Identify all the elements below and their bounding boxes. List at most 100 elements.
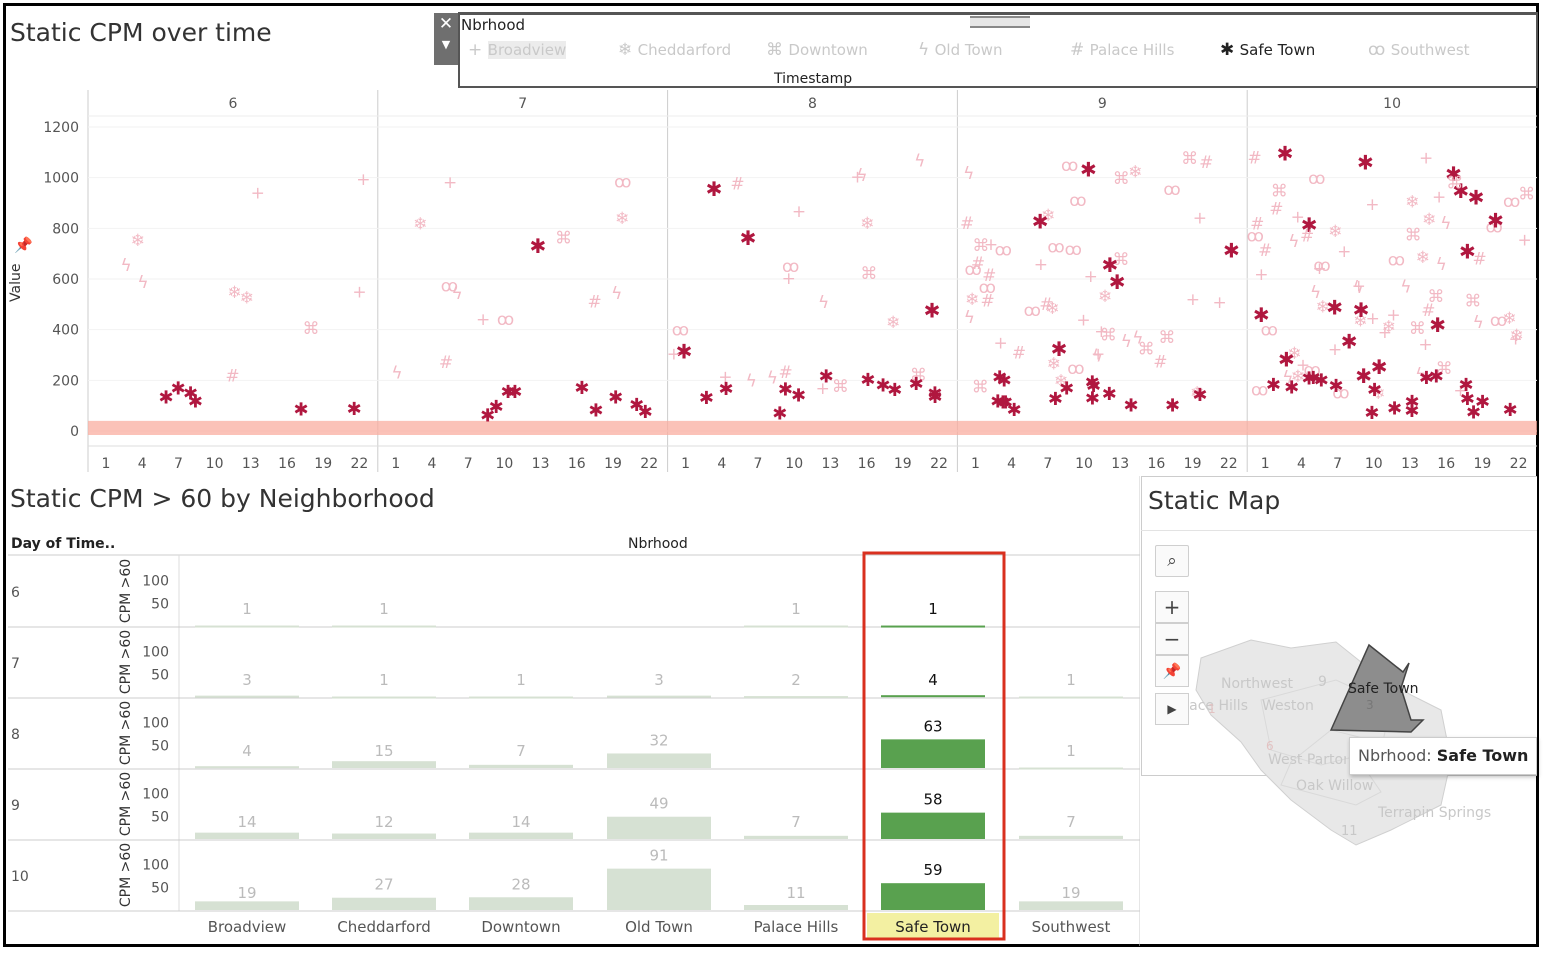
bar-value-label: 3 [242, 671, 252, 689]
x-tick-label: 7 [754, 456, 763, 472]
scatter-point: ꝏ [497, 310, 514, 330]
day-row-label: 10 [11, 869, 29, 885]
scatter-point: ❄ [615, 209, 629, 229]
day-column-label: 6 [228, 96, 237, 112]
bar-mark [332, 625, 436, 628]
scatter-point: ⌘ [1446, 174, 1463, 194]
scatter-point: ✱ [529, 234, 546, 258]
legend-item-palace-hills[interactable]: # Palace Hills [1070, 40, 1174, 60]
scatter-point: ✱ [1048, 389, 1063, 410]
dropdown-icon[interactable]: ▼ [441, 38, 451, 51]
scatter-point: + [443, 173, 457, 193]
scatter-point: + [1418, 335, 1432, 355]
map-label-weston: Weston [1262, 698, 1314, 714]
scatter-point: ⌘ [1271, 182, 1288, 202]
map-canvas[interactable] [1141, 530, 1537, 850]
scatter-point: ✱ [1165, 396, 1180, 417]
scatter-point: ❄ [413, 215, 427, 235]
x-tick-label: 1 [971, 456, 980, 472]
scatter-point: ϟ [964, 308, 975, 328]
bar-value-label: 7 [791, 813, 801, 831]
x-tick-label: 1 [681, 456, 690, 472]
scatter-point: + [476, 310, 490, 330]
scatter-point: ✱ [1460, 389, 1475, 410]
bar-mark [332, 833, 436, 839]
scatter-point: + [1365, 195, 1379, 215]
scatter-point: ✱ [1109, 270, 1126, 294]
drag-handle[interactable] [970, 16, 1030, 28]
scatter-point: + [1291, 208, 1305, 228]
scatter-point: ✱ [1284, 378, 1299, 399]
scatter-point: ❄ [1190, 383, 1204, 403]
bar-mark [332, 761, 436, 768]
scatter-point: ϟ [611, 284, 622, 304]
bar-mark [744, 625, 848, 628]
bar-mark [607, 753, 711, 768]
x-tick-label: 4 [1007, 456, 1016, 472]
scatter-point: ✱ [927, 384, 942, 405]
x-tick-label: 16 [1147, 456, 1165, 472]
scatter-point: + [1518, 231, 1532, 251]
scatter-point: ✱ [1192, 385, 1207, 406]
category-label: Broadview [208, 918, 287, 936]
scatter-point: ✱ [719, 379, 734, 400]
pin-icon[interactable]: 📌 [14, 236, 33, 254]
map-expand-toolbar-button[interactable]: ▶ [1155, 693, 1189, 725]
bar-value-label: 1 [1066, 742, 1076, 760]
legend-item-broadview[interactable]: + Broadview [468, 40, 567, 60]
x-tick-label: 13 [1111, 456, 1129, 472]
scatter-point: ✱ [1102, 384, 1117, 405]
x-tick-label: 10 [1075, 456, 1093, 472]
legend-item-safe-town[interactable]: ✱ Safe Town [1220, 40, 1315, 60]
legend-item-label: Palace Hills [1089, 41, 1175, 59]
map-label-6: 6 [1266, 739, 1274, 753]
cpm-axis-tick: 100 [142, 574, 169, 590]
scatter-point: ❄ [1098, 287, 1112, 307]
map-zoom-in-button[interactable]: + [1155, 591, 1189, 623]
close-icon[interactable]: ✕ [438, 14, 454, 34]
legend-item-downtown[interactable]: ⌘ Downtown [766, 40, 868, 60]
scatter-point: ⌘ [303, 319, 320, 339]
scatter-point: ✱ [909, 374, 924, 395]
scatter-point: ✱ [1328, 376, 1343, 397]
map-label-safe-town: Safe Town [1348, 681, 1419, 697]
scatter-point: ϟ [1310, 283, 1321, 303]
x-tick-label: 7 [464, 456, 473, 472]
scatter-point: ✱ [1302, 368, 1317, 389]
scatter-point: ✱ [1419, 368, 1434, 389]
legend-item-cheddarford[interactable]: ❄ Cheddarford [618, 40, 731, 60]
scatter-point: ꝏ [1047, 237, 1064, 257]
cpm-axis-label: CPM >60 [118, 559, 134, 623]
scatter-point: ✱ [489, 397, 504, 418]
map-reset-pin-button[interactable]: 📌 [1155, 655, 1189, 687]
cpm-axis-tick: 100 [142, 858, 169, 874]
bar-value-label: 1 [1066, 671, 1076, 689]
bar-mark [195, 695, 299, 698]
scatter-point: ✱ [1277, 141, 1294, 165]
legend-item-southwest[interactable]: ꝏ Southwest [1368, 40, 1470, 60]
map-search-button[interactable]: ⌕ [1155, 545, 1189, 577]
x-tick-label: 7 [174, 456, 183, 472]
safe-town-region[interactable] [1329, 643, 1425, 733]
scatter-point: + [1419, 149, 1433, 169]
scatter-point: # [1248, 148, 1262, 168]
scatter-point: ✱ [819, 366, 834, 387]
cpm-axis-tick: 50 [151, 596, 169, 612]
x-tick-label: 7 [1043, 456, 1052, 472]
scatter-point: ✱ [1429, 367, 1444, 388]
scatter-point: ✱ [1475, 392, 1490, 413]
scatter-point: # [971, 254, 985, 274]
tooltip-key: Nbrhood: [1358, 746, 1432, 765]
scatter-point: ❄ [1502, 309, 1516, 329]
bar-value-label: 91 [649, 847, 668, 865]
bar-value-label: 19 [1061, 884, 1080, 902]
scatter-point: ✱ [629, 395, 644, 416]
x-tick-label: 16 [278, 456, 296, 472]
map-zoom-out-button[interactable]: − [1155, 623, 1189, 655]
scatter-point: + [1328, 340, 1342, 360]
legend-item-old-town[interactable]: ϟ Old Town [918, 40, 1002, 60]
scatter-point: ϟ [452, 284, 463, 304]
scatter-point: ✱ [1306, 368, 1321, 389]
bar-value-label: 27 [374, 876, 393, 894]
scatter-point: # [1269, 200, 1283, 220]
